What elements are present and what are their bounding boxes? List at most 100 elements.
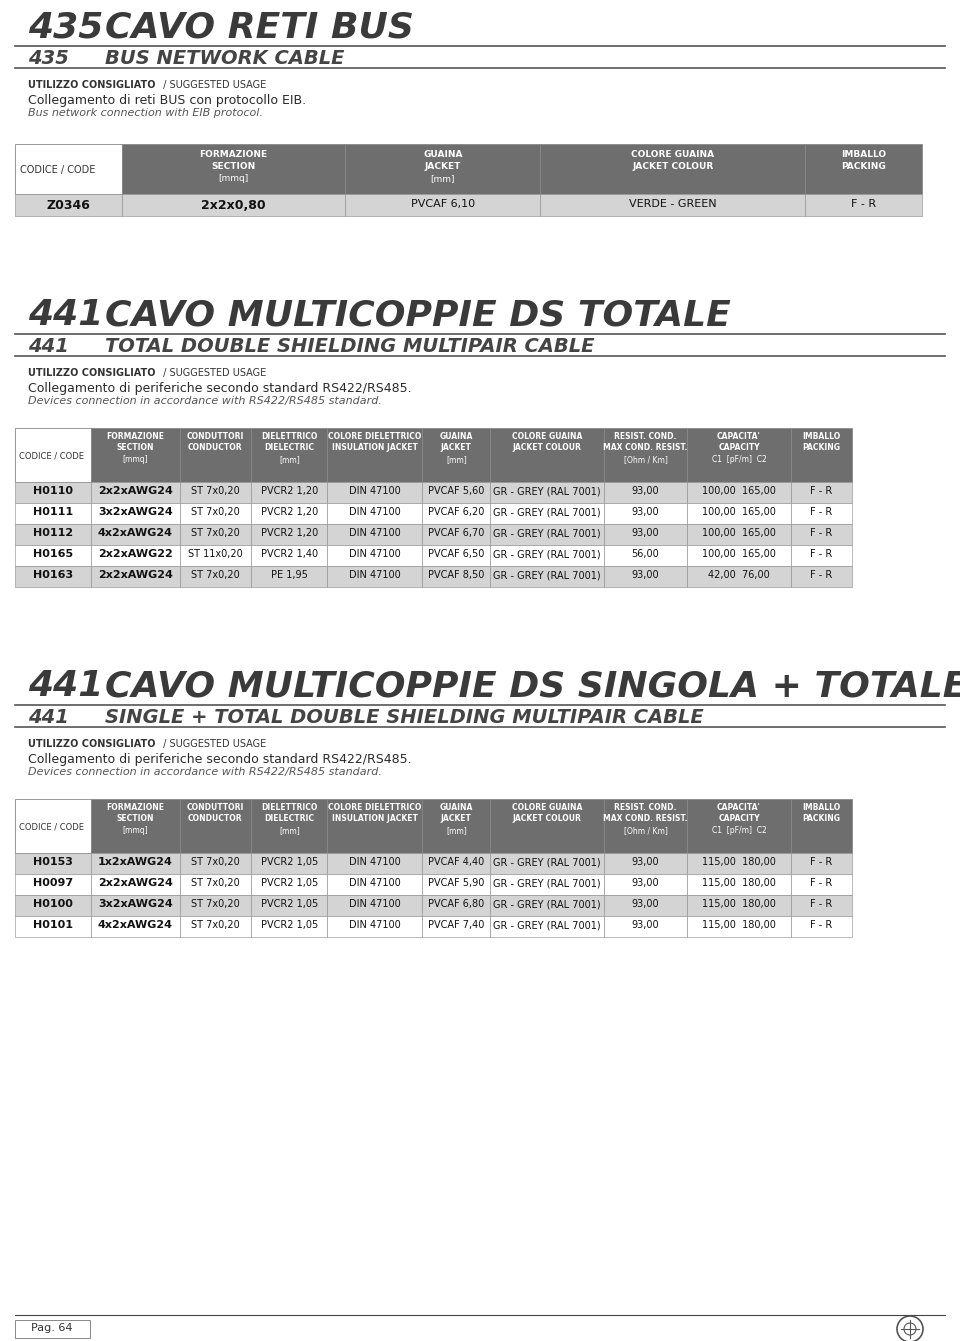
Text: F - R: F - R [810,898,832,909]
Text: CAPACITY: CAPACITY [718,443,759,452]
Text: UTILIZZO CONSIGLIATO: UTILIZZO CONSIGLIATO [28,739,156,750]
Text: [mmq]: [mmq] [219,174,249,182]
Bar [15,916,91,937]
Text: DIN 47100: DIN 47100 [349,528,400,538]
Bar [791,853,852,874]
Text: DIELETTRICO: DIELETTRICO [261,803,318,813]
Text: ST 11x0,20: ST 11x0,20 [188,548,243,559]
Text: DIN 47100: DIN 47100 [349,507,400,518]
Bar [252,524,327,544]
Text: UTILIZZO CONSIGLIATO: UTILIZZO CONSIGLIATO [28,367,156,378]
Text: 441: 441 [28,708,69,727]
Text: 115,00  180,00: 115,00 180,00 [702,878,776,888]
Bar [91,799,180,853]
Text: COLORE DIELETTRICO: COLORE DIELETTRICO [328,432,421,441]
Bar [491,428,604,481]
Text: 100,00  165,00: 100,00 165,00 [702,485,776,496]
Text: PE 1,95: PE 1,95 [271,570,308,581]
Text: COLORE DIELETTRICO: COLORE DIELETTRICO [328,803,421,813]
Bar [91,503,180,524]
Text: 93,00: 93,00 [632,898,660,909]
Bar [122,194,346,216]
Bar [15,544,91,566]
Bar [91,916,180,937]
Text: PVCR2 1,40: PVCR2 1,40 [261,548,318,559]
Bar [252,566,327,587]
Bar [252,894,327,916]
Text: PACKING: PACKING [803,443,840,452]
Text: GR - GREY (RAL 7001): GR - GREY (RAL 7001) [493,507,601,518]
Text: PVCR2 1,20: PVCR2 1,20 [261,507,318,518]
Bar [604,874,687,894]
Bar [791,566,852,587]
Bar [91,544,180,566]
Text: CODICE / CODE: CODICE / CODE [19,451,84,460]
Text: 115,00  180,00: 115,00 180,00 [702,920,776,931]
Text: PACKING: PACKING [803,814,840,823]
Bar [252,503,327,524]
Text: FORMAZIONE: FORMAZIONE [200,150,268,160]
Bar [91,894,180,916]
Text: CAPACITY: CAPACITY [718,814,759,823]
Text: 435: 435 [28,9,104,44]
Bar [180,503,252,524]
Text: 93,00: 93,00 [632,507,660,518]
Bar [805,194,922,216]
Bar [180,566,252,587]
Bar [252,874,327,894]
Text: 93,00: 93,00 [632,920,660,931]
Bar [791,874,852,894]
Bar [422,544,491,566]
Text: CAVO MULTICOPPIE DS TOTALE: CAVO MULTICOPPIE DS TOTALE [105,298,731,333]
Text: [mm]: [mm] [279,455,300,464]
Bar [687,916,791,937]
Text: Collegamento di periferiche secondo standard RS422/RS485.: Collegamento di periferiche secondo stan… [28,754,412,766]
Bar [252,799,327,853]
Text: ST 7x0,20: ST 7x0,20 [191,920,240,931]
Text: 93,00: 93,00 [632,528,660,538]
Text: H0112: H0112 [33,528,73,538]
Text: JACKET: JACKET [441,443,471,452]
Text: MAX COND. RESIST.: MAX COND. RESIST. [603,814,687,823]
Bar [687,894,791,916]
Text: ST 7x0,20: ST 7x0,20 [191,485,240,496]
Bar [180,916,252,937]
Bar [604,799,687,853]
Text: Devices connection in accordance with RS422/RS485 standard.: Devices connection in accordance with RS… [28,767,382,776]
Bar [422,853,491,874]
Text: DIELECTRIC: DIELECTRIC [264,814,314,823]
Text: PVCAF 6,10: PVCAF 6,10 [411,198,475,209]
Text: 441: 441 [28,298,104,333]
Bar [540,143,805,194]
Text: PVCAF 6,80: PVCAF 6,80 [428,898,485,909]
Bar [252,916,327,937]
Text: 100,00  165,00: 100,00 165,00 [702,507,776,518]
Bar [327,524,422,544]
Text: GUAINA: GUAINA [440,803,473,813]
Bar [422,481,491,503]
Text: PACKING: PACKING [841,162,886,172]
Text: BUS NETWORK CABLE: BUS NETWORK CABLE [105,50,345,68]
Text: PVCAF 7,40: PVCAF 7,40 [428,920,485,931]
Text: DIN 47100: DIN 47100 [349,548,400,559]
Bar [15,143,122,194]
Text: ST 7x0,20: ST 7x0,20 [191,570,240,581]
Text: 100,00  165,00: 100,00 165,00 [702,548,776,559]
Text: 2x2xAWG24: 2x2xAWG24 [98,485,173,496]
Bar [604,544,687,566]
Text: GR - GREY (RAL 7001): GR - GREY (RAL 7001) [493,485,601,496]
Bar [491,481,604,503]
Bar [491,853,604,874]
Text: DIN 47100: DIN 47100 [349,898,400,909]
Bar [687,481,791,503]
Text: H0097: H0097 [33,878,73,888]
Text: SECTION: SECTION [211,162,255,172]
Text: F - R: F - R [810,878,832,888]
Bar [491,524,604,544]
Text: PVCAF 4,40: PVCAF 4,40 [428,857,485,868]
Text: DIN 47100: DIN 47100 [349,920,400,931]
Text: UTILIZZO CONSIGLIATO: UTILIZZO CONSIGLIATO [28,80,156,90]
Text: GUAINA: GUAINA [423,150,463,160]
Text: CAPACITA': CAPACITA' [717,432,761,441]
Text: 3x2xAWG24: 3x2xAWG24 [98,898,173,909]
